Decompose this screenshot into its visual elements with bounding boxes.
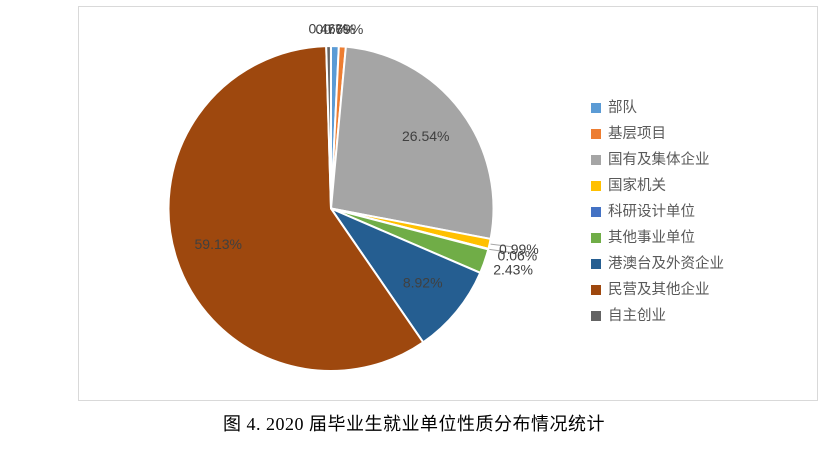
data-label-5: 2.43%	[493, 262, 533, 278]
legend-label: 自主创业	[608, 307, 666, 324]
figure-caption: 图 4. 2020 届毕业生就业单位性质分布情况统计	[223, 414, 605, 434]
legend-label: 科研设计单位	[608, 203, 695, 220]
legend-item-5: 其他事业单位	[591, 225, 724, 251]
legend-swatch-icon	[591, 285, 601, 295]
leader-line-4	[489, 248, 512, 254]
pie-slice-8	[325, 45, 332, 210]
data-label-1: 0.69%	[324, 21, 364, 37]
legend-label: 国有及集体企业	[608, 151, 710, 168]
legend-swatch-icon	[591, 129, 601, 139]
legend-item-6: 港澳台及外资企业	[591, 251, 724, 277]
legend-item-1: 基层项目	[591, 121, 724, 147]
data-label-3: 0.99%	[499, 241, 539, 257]
legend-swatch-icon	[591, 207, 601, 217]
pie-slice-2	[330, 45, 495, 240]
pie-slice-7	[167, 45, 425, 372]
data-label-6: 8.92%	[403, 274, 443, 290]
legend-item-7: 民营及其他企业	[591, 277, 724, 303]
legend-label: 部队	[608, 99, 637, 116]
legend-label: 基层项目	[608, 125, 666, 142]
legend-swatch-icon	[591, 155, 601, 165]
data-label-2: 26.54%	[402, 128, 449, 144]
legend-label: 港澳台及外资企业	[608, 255, 724, 272]
legend-item-0: 部队	[591, 95, 724, 121]
legend-label: 民营及其他企业	[608, 281, 710, 298]
legend-swatch-icon	[591, 311, 601, 321]
data-label-8: 0.46%	[308, 21, 348, 37]
legend-swatch-icon	[591, 233, 601, 243]
data-label-0: 0.77%	[315, 21, 355, 37]
legend-swatch-icon	[591, 103, 601, 113]
legend-item-2: 国有及集体企业	[591, 147, 724, 173]
chart-frame: 0.77% 0.69% 26.54% 0.99% 0.06% 2.43% 8.92% 59.1…	[78, 6, 818, 401]
pie-chart-svg: 0.77%0.69% 26.54% 0.99%0.06%2.43% 8.92% 59.1…	[167, 21, 539, 372]
legend: 部队基层项目国有及集体企业 国家机关科研设计单位 其他事业单位港澳台及外资企业 民营及…	[591, 95, 724, 329]
data-label-7: 59.13%	[195, 236, 242, 252]
data-label-4: 0.06%	[498, 247, 538, 263]
legend-item-8: 自主创业	[591, 303, 724, 329]
pie-slice-6	[330, 207, 482, 344]
leader-line-3	[490, 243, 514, 248]
legend-label: 国家机关	[608, 177, 666, 194]
legend-item-4: 科研设计单位	[591, 199, 724, 225]
legend-swatch-icon	[591, 259, 601, 269]
legend-label: 其他事业单位	[608, 229, 695, 246]
legend-swatch-icon	[591, 181, 601, 191]
legend-item-3: 国家机关	[591, 173, 724, 199]
